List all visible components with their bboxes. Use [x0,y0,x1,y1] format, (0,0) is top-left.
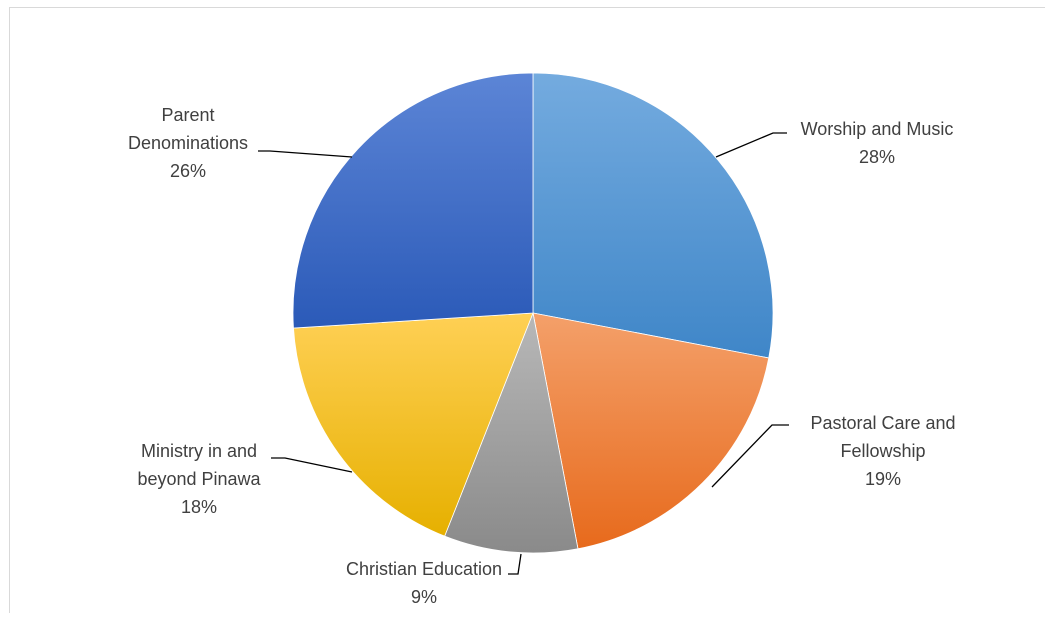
data-label-christian-education: Christian Education 9% [346,559,502,607]
data-label-ministry-in-and-beyond-pinawa: Ministry in and beyond Pinawa 18% [137,441,261,517]
data-label-category: Fellowship [840,441,925,461]
data-label-value: 28% [859,147,895,167]
data-label-category: beyond Pinawa [137,469,261,489]
data-label-category: Worship and Music [801,119,954,139]
data-label-parent-denominations: Parent Denominations 26% [128,105,248,181]
pie-slices [292,72,774,554]
data-label-category: Ministry in and [141,441,257,461]
leader-line-christian-education [508,553,522,575]
data-label-category: Denominations [128,133,248,153]
data-label-value: 9% [411,587,437,607]
leader-lines [258,132,789,575]
leader-line-pastoral-care-and-fellowship [711,424,789,488]
data-label-value: 19% [865,469,901,489]
chart-area [9,7,1045,613]
data-label-category: Christian Education [346,559,502,579]
pie-slice-worship-and-music [532,72,774,359]
leader-line-ministry-in-and-beyond-pinawa [271,457,353,473]
data-labels: Worship and Music 28% Pastoral Care and Fel… [128,105,956,607]
data-label-value: 18% [181,497,217,517]
pie-slice-parent-denominations [292,72,534,329]
data-label-value: 26% [170,161,206,181]
pie-slice-ministry-in-and-beyond-pinawa [293,312,534,537]
data-label-pastoral-care-and-fellowship: Pastoral Care and Fellowship 19% [810,413,955,489]
pie-slice-pastoral-care-and-fellowship [532,312,770,550]
data-label-category: Parent [161,105,214,125]
data-label-worship-and-music: Worship and Music 28% [801,119,954,167]
data-label-category: Pastoral Care and [810,413,955,433]
leader-line-worship-and-music [715,132,787,158]
leader-line-parent-denominations [258,150,353,158]
pie-slice-christian-education [444,311,579,554]
